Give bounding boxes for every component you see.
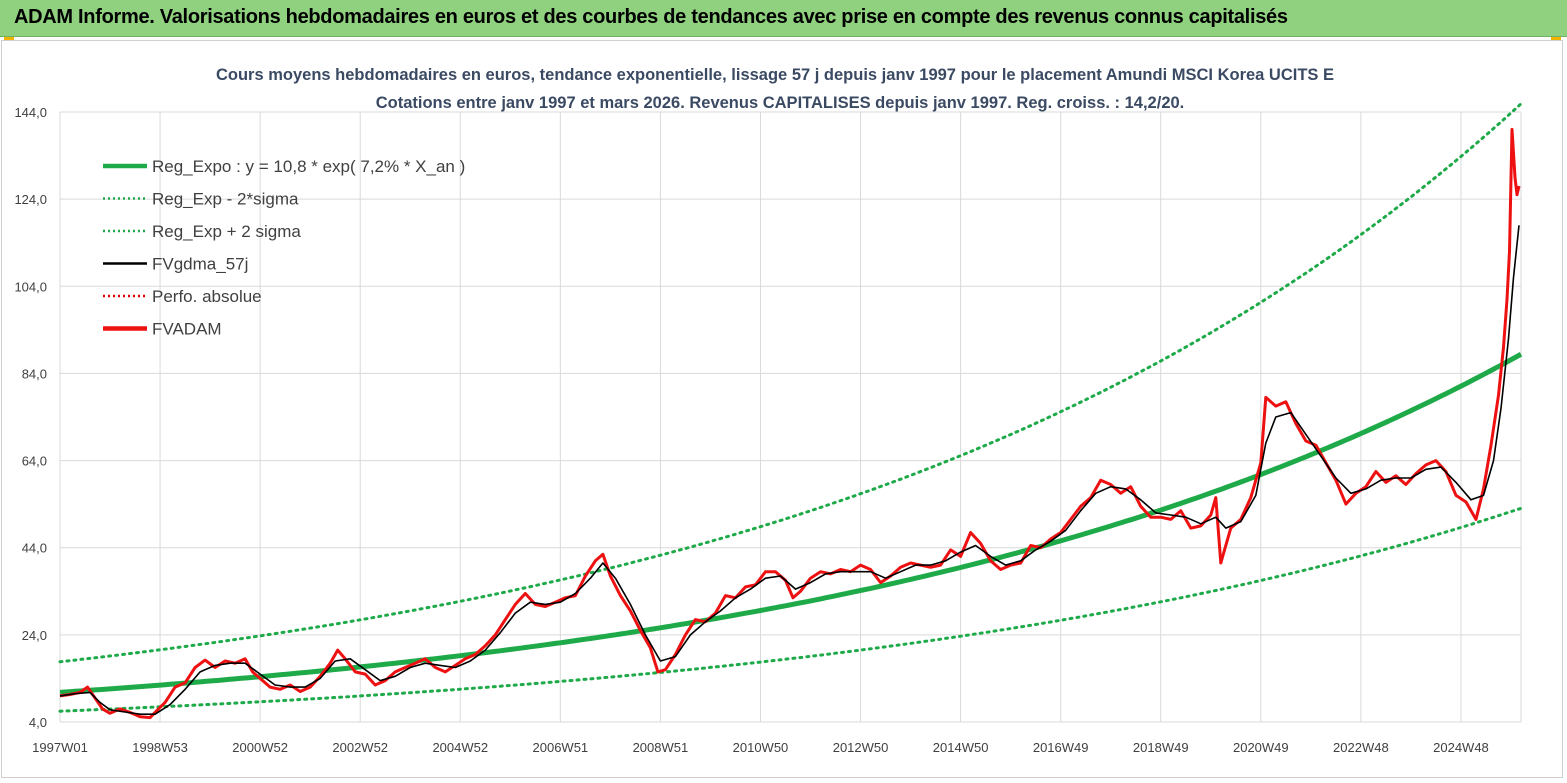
x-tick-label: 1998W53 bbox=[132, 740, 188, 755]
x-tick-label: 2006W51 bbox=[533, 740, 589, 755]
y-tick-label: 84,0 bbox=[22, 366, 47, 381]
chart-frame bbox=[1, 40, 1563, 778]
y-tick-label: 64,0 bbox=[22, 454, 47, 469]
x-tick-label: 2024W48 bbox=[1433, 740, 1489, 755]
y-tick-label: 4,0 bbox=[29, 715, 47, 730]
x-tick-label: 2008W51 bbox=[633, 740, 689, 755]
corner-marker-left bbox=[4, 37, 14, 41]
legend-label: Reg_Exp - 2*sigma bbox=[152, 190, 299, 209]
x-tick-label: 2014W50 bbox=[933, 740, 989, 755]
fvadam-line bbox=[59, 127, 1521, 720]
legend: Reg_Expo : y = 10,8 * exp( 7,2% * X_an )… bbox=[103, 157, 465, 339]
reg-exp-minus-2sigma-line bbox=[58, 506, 1523, 713]
y-tick-label: 44,0 bbox=[22, 541, 47, 556]
chart-title-line2: Cotations entre janv 1997 et mars 2026. … bbox=[376, 94, 1185, 112]
y-axis: 4,0 24,0 44,0 64,0 84,0 104,0 124,0 144,0 bbox=[14, 105, 47, 730]
corner-marker-right bbox=[1551, 37, 1561, 41]
y-tick-label: 124,0 bbox=[14, 192, 47, 207]
x-tick-label: 2020W49 bbox=[1233, 740, 1289, 755]
page-title: ADAM Informe. Valorisations hebdomadaire… bbox=[14, 6, 1288, 28]
x-tick-label: 2000W52 bbox=[232, 740, 288, 755]
reg-expo-line bbox=[59, 352, 1523, 695]
y-tick-label: 24,0 bbox=[22, 628, 47, 643]
x-tick-label: 1997W01 bbox=[32, 740, 88, 755]
legend-label: Reg_Expo : y = 10,8 * exp( 7,2% * X_an ) bbox=[152, 157, 465, 176]
legend-label: FVADAM bbox=[152, 320, 222, 339]
series-group bbox=[58, 102, 1523, 720]
x-tick-label: 2022W48 bbox=[1333, 740, 1389, 755]
reg-exp-plus-2sigma-line bbox=[58, 102, 1523, 664]
header-banner: ADAM Informe. Valorisations hebdomadaire… bbox=[0, 0, 1567, 37]
legend-label: FVgdma_57j bbox=[152, 255, 248, 274]
x-tick-label: 2002W52 bbox=[332, 740, 388, 755]
y-tick-label: 104,0 bbox=[14, 279, 47, 294]
y-tick-label: 144,0 bbox=[14, 105, 47, 120]
legend-label: Reg_Exp + 2 sigma bbox=[152, 222, 301, 241]
x-tick-label: 2010W50 bbox=[733, 740, 789, 755]
x-tick-label: 2012W50 bbox=[833, 740, 889, 755]
x-axis: 1997W01 1998W53 2000W52 2002W52 2004W52 2006W… bbox=[32, 740, 1489, 755]
x-tick-label: 2016W49 bbox=[1033, 740, 1089, 755]
x-tick-label: 2018W49 bbox=[1133, 740, 1189, 755]
chart-title-line1: Cours moyens hebdomadaires en euros, ten… bbox=[216, 66, 1334, 84]
chart-grid bbox=[59, 111, 1522, 723]
x-tick-label: 2004W52 bbox=[432, 740, 488, 755]
legend-label: Perfo. absolue bbox=[152, 287, 262, 306]
fvgdma-57j-line bbox=[59, 225, 1520, 716]
